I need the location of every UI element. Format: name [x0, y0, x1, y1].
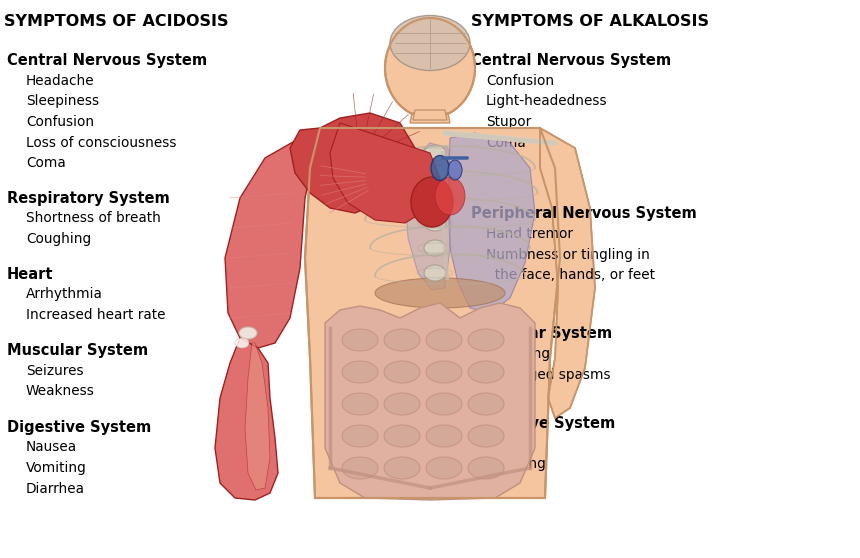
Ellipse shape [468, 425, 504, 447]
Text: Loss of consciousness: Loss of consciousness [26, 136, 176, 150]
Ellipse shape [342, 457, 378, 479]
Ellipse shape [375, 278, 505, 308]
Ellipse shape [426, 361, 462, 383]
Text: Nausea: Nausea [26, 440, 77, 454]
Ellipse shape [424, 165, 446, 181]
Text: Vomiting: Vomiting [26, 461, 87, 475]
Ellipse shape [448, 160, 462, 180]
Ellipse shape [431, 156, 449, 180]
Ellipse shape [384, 457, 420, 479]
Ellipse shape [424, 145, 446, 161]
Ellipse shape [342, 393, 378, 415]
Ellipse shape [426, 329, 462, 351]
Text: Muscular System: Muscular System [471, 326, 612, 341]
Ellipse shape [384, 393, 420, 415]
Ellipse shape [384, 425, 420, 447]
Ellipse shape [426, 425, 462, 447]
Polygon shape [405, 143, 450, 290]
Ellipse shape [342, 361, 378, 383]
Polygon shape [410, 113, 450, 123]
Ellipse shape [342, 329, 378, 351]
Text: Digestive System: Digestive System [471, 416, 616, 431]
Polygon shape [413, 110, 447, 120]
Polygon shape [245, 343, 270, 490]
Ellipse shape [385, 18, 475, 118]
Text: Coma: Coma [486, 136, 525, 150]
Polygon shape [305, 128, 560, 498]
Polygon shape [290, 113, 415, 213]
Text: Twitching: Twitching [486, 347, 550, 361]
Polygon shape [325, 303, 535, 500]
Ellipse shape [424, 215, 446, 231]
Text: Stupor: Stupor [486, 115, 531, 129]
Ellipse shape [424, 265, 446, 281]
Ellipse shape [468, 393, 504, 415]
Ellipse shape [435, 177, 465, 215]
Ellipse shape [424, 190, 446, 206]
Polygon shape [330, 123, 440, 223]
Text: Numbness or tingling in: Numbness or tingling in [486, 248, 650, 262]
Text: Headache: Headache [26, 74, 95, 88]
Ellipse shape [239, 327, 257, 339]
Text: Light-headedness: Light-headedness [486, 94, 607, 108]
Text: Prolonged spasms: Prolonged spasms [486, 368, 611, 382]
Text: Coughing: Coughing [26, 232, 91, 246]
Text: Peripheral Nervous System: Peripheral Nervous System [471, 206, 697, 222]
Text: Increased heart rate: Increased heart rate [26, 308, 165, 322]
Text: the face, hands, or feet: the face, hands, or feet [486, 268, 655, 282]
Text: Vomiting: Vomiting [486, 457, 547, 471]
Ellipse shape [235, 338, 249, 348]
Polygon shape [225, 128, 320, 348]
Text: Nausea: Nausea [486, 436, 537, 450]
Ellipse shape [424, 240, 446, 256]
Ellipse shape [468, 457, 504, 479]
Text: Sleepiness: Sleepiness [26, 94, 99, 108]
Ellipse shape [390, 16, 470, 70]
Polygon shape [215, 338, 278, 500]
Ellipse shape [426, 393, 462, 415]
Ellipse shape [426, 457, 462, 479]
Text: Seizures: Seizures [26, 364, 83, 378]
Text: Weakness: Weakness [26, 384, 95, 398]
Text: Confusion: Confusion [26, 115, 94, 129]
Ellipse shape [384, 361, 420, 383]
Text: Respiratory System: Respiratory System [7, 191, 169, 206]
Ellipse shape [384, 329, 420, 351]
Text: Digestive System: Digestive System [7, 420, 151, 435]
Ellipse shape [342, 425, 378, 447]
Ellipse shape [411, 177, 453, 227]
Text: Muscular System: Muscular System [7, 343, 148, 358]
Text: Arrhythmia: Arrhythmia [26, 287, 102, 301]
Text: Hand tremor: Hand tremor [486, 227, 573, 241]
Ellipse shape [468, 329, 504, 351]
Polygon shape [448, 133, 535, 313]
Text: Central Nervous System: Central Nervous System [7, 53, 207, 68]
Text: SYMPTOMS OF ACIDOSIS: SYMPTOMS OF ACIDOSIS [4, 14, 229, 29]
Text: Central Nervous System: Central Nervous System [471, 53, 672, 68]
Text: Diarrhea: Diarrhea [26, 482, 85, 496]
Text: Heart: Heart [7, 267, 53, 282]
Text: Confusion: Confusion [486, 74, 554, 88]
Ellipse shape [468, 361, 504, 383]
Text: SYMPTOMS OF ALKALOSIS: SYMPTOMS OF ALKALOSIS [471, 14, 710, 29]
Text: Coma: Coma [26, 156, 65, 170]
Polygon shape [540, 128, 595, 418]
Text: Shortness of breath: Shortness of breath [26, 211, 161, 225]
